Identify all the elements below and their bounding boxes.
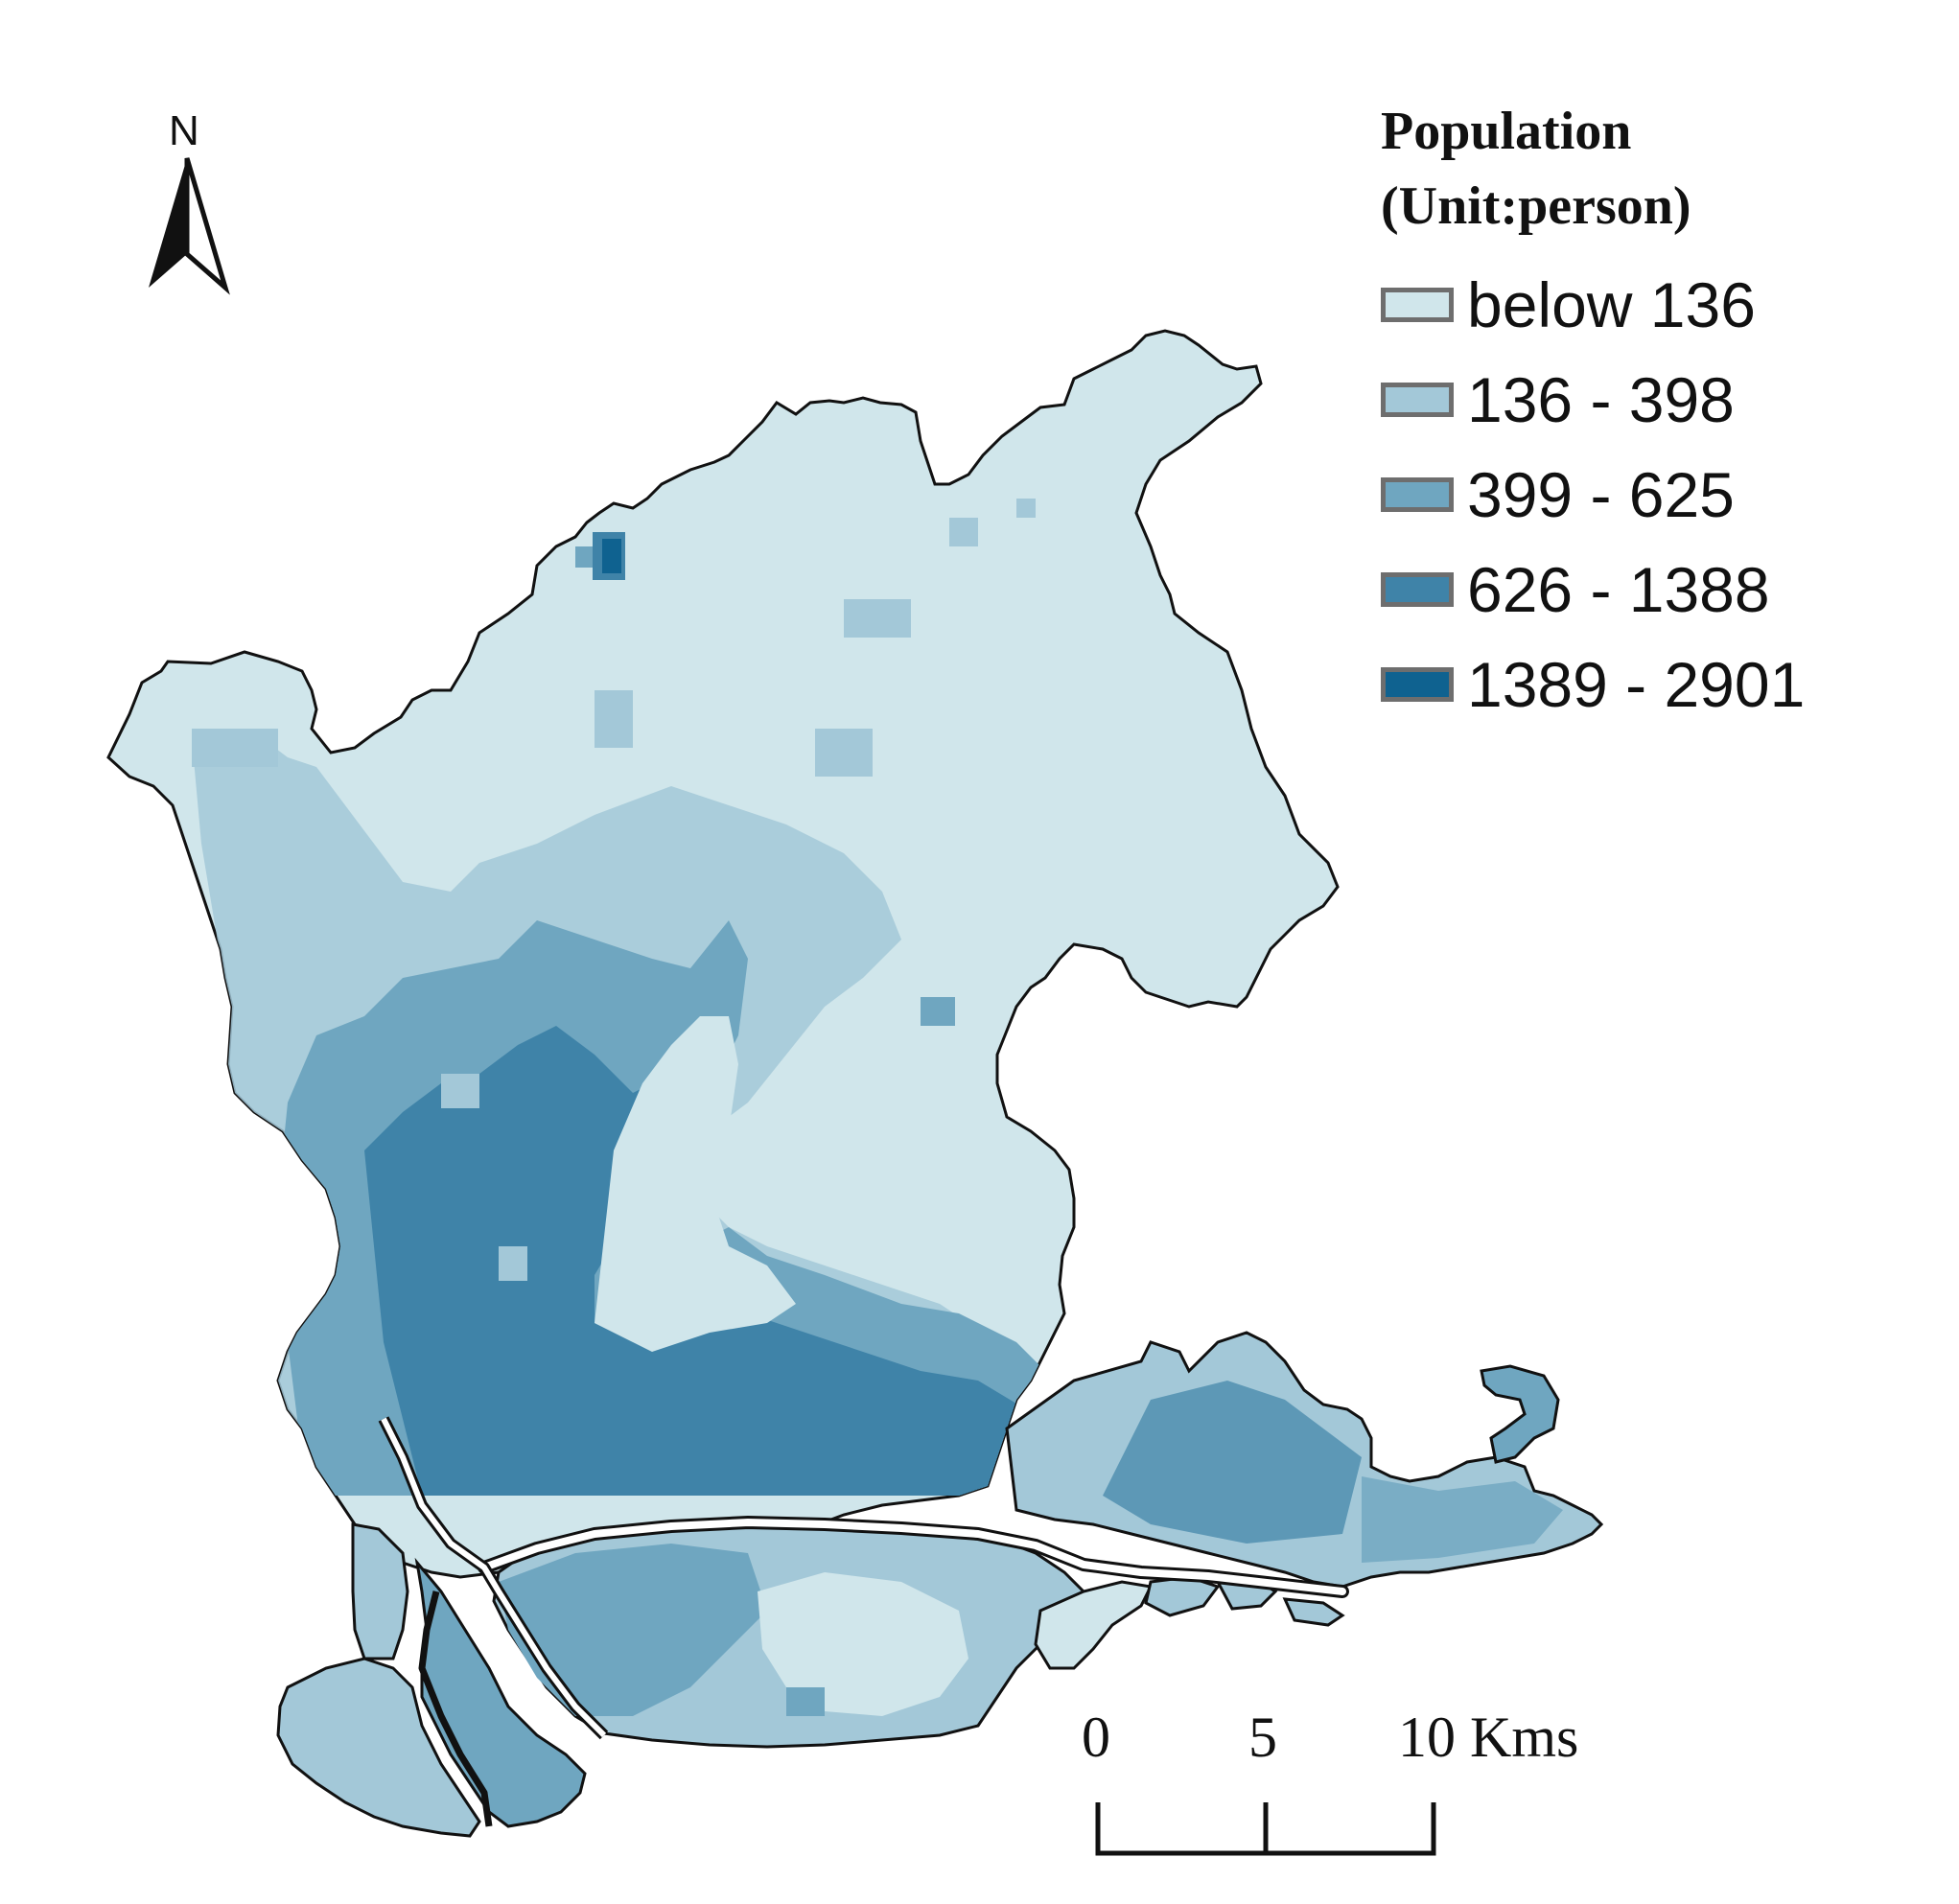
- density-overlay: [192, 499, 1055, 1496]
- legend-row: 399 - 625: [1381, 447, 1805, 542]
- legend-label: below 136: [1467, 268, 1756, 340]
- scale-tick-label-5: 5: [1248, 1706, 1277, 1769]
- region-delta-island-4: [1282, 1597, 1345, 1627]
- legend-label: 399 - 625: [1467, 458, 1735, 530]
- legend-label: 1389 - 2901: [1467, 648, 1806, 720]
- region-southwest-1: [414, 1557, 587, 1828]
- region-delta-island-1: [1034, 1580, 1154, 1670]
- legend-row: below 136: [1381, 257, 1805, 352]
- legend-swatch: [1381, 382, 1454, 417]
- region-east-island: [1480, 1364, 1560, 1464]
- region-southwest-2: [276, 1657, 481, 1838]
- legend-label: 626 - 1388: [1467, 553, 1770, 625]
- legend-swatch: [1381, 476, 1454, 512]
- legend-swatch: [1381, 287, 1454, 322]
- scale-bar: [1095, 1802, 1436, 1856]
- legend-title-line2: (Unit:person): [1381, 176, 1691, 236]
- legend-swatch: [1381, 666, 1454, 702]
- north-arrow-icon: [149, 157, 230, 295]
- region-delta-island-2: [1144, 1575, 1221, 1617]
- scale-tick-label-10: 10 Kms: [1398, 1706, 1579, 1769]
- region-southwest-3: [351, 1522, 409, 1660]
- legend-row: 626 - 1388: [1381, 542, 1805, 637]
- legend-swatch: [1381, 571, 1454, 607]
- river-branch-south: [418, 1591, 493, 1827]
- north-letter: N: [169, 107, 199, 154]
- legend: Population (Unit:person) below 136 136 -…: [1381, 94, 1805, 731]
- scale-tick-label-0: 0: [1082, 1706, 1110, 1769]
- hotspot-north: [575, 532, 625, 580]
- legend-title-line1: Population: [1381, 102, 1632, 161]
- legend-row: 1389 - 2901: [1381, 637, 1805, 731]
- legend-row: 136 - 398: [1381, 352, 1805, 447]
- legend-label: 136 - 398: [1467, 363, 1735, 435]
